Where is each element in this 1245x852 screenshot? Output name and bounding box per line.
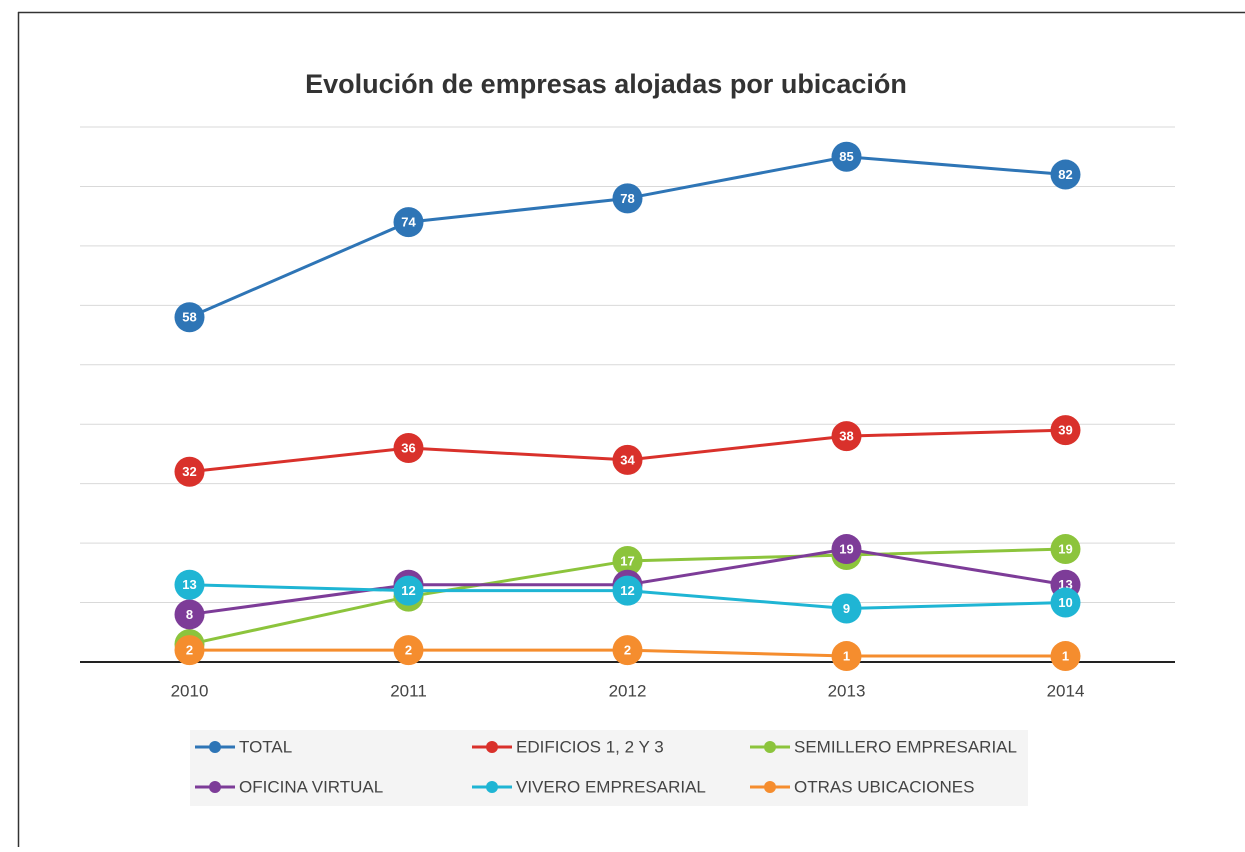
data-label: 36 xyxy=(401,440,415,455)
data-label: 85 xyxy=(839,149,853,164)
data-label: 13 xyxy=(182,577,196,592)
x-tick-label: 2011 xyxy=(390,681,427,700)
point-marker xyxy=(393,635,424,666)
point-marker xyxy=(612,183,643,214)
point-marker xyxy=(393,575,424,606)
data-label: 74 xyxy=(401,215,416,230)
x-tick-label: 2013 xyxy=(828,681,866,700)
point-marker xyxy=(831,141,862,172)
point-marker xyxy=(612,635,643,666)
data-label: 12 xyxy=(401,583,415,598)
data-label: 1 xyxy=(843,648,850,663)
point-marker xyxy=(174,599,205,630)
data-label: 19 xyxy=(1058,541,1072,556)
point-marker xyxy=(1050,534,1081,565)
data-label: 1 xyxy=(1062,648,1069,663)
data-label: 9 xyxy=(843,601,850,616)
point-marker xyxy=(831,534,862,565)
legend-label: VIVERO EMPRESARIAL xyxy=(516,777,706,796)
x-tick-label: 2012 xyxy=(609,681,647,700)
legend-swatch xyxy=(209,741,221,753)
point-marker xyxy=(612,444,643,475)
point-marker xyxy=(1050,415,1081,446)
point-marker xyxy=(1050,587,1081,618)
legend-swatch xyxy=(209,781,221,793)
legend-label: EDIFICIOS 1, 2 Y 3 xyxy=(516,737,664,756)
data-label: 2 xyxy=(186,643,193,658)
legend-swatch xyxy=(764,741,776,753)
legend-swatch xyxy=(486,781,498,793)
point-marker xyxy=(174,569,205,600)
legend-label: TOTAL xyxy=(239,737,292,756)
data-label: 17 xyxy=(620,553,634,568)
data-label: 39 xyxy=(1058,423,1072,438)
legend-swatch xyxy=(486,741,498,753)
data-label: 2 xyxy=(624,643,631,658)
point-marker xyxy=(393,207,424,238)
point-marker xyxy=(612,575,643,606)
legend-label: SEMILLERO EMPRESARIAL xyxy=(794,737,1017,756)
data-label: 12 xyxy=(620,583,634,598)
point-marker xyxy=(831,421,862,452)
point-marker xyxy=(393,433,424,463)
data-label: 78 xyxy=(620,191,634,206)
point-marker xyxy=(174,635,205,666)
legend-label: OFICINA VIRTUAL xyxy=(239,777,383,796)
legend-label: OTRAS UBICACIONES xyxy=(794,777,974,796)
point-marker xyxy=(831,593,862,624)
data-label: 10 xyxy=(1058,595,1072,610)
x-tick-label: 2010 xyxy=(171,681,209,700)
point-marker xyxy=(174,456,205,487)
point-marker xyxy=(612,545,643,576)
point-marker xyxy=(1050,641,1081,672)
data-label: 2 xyxy=(405,643,412,658)
data-label: 32 xyxy=(182,464,196,479)
data-label: 8 xyxy=(186,607,193,622)
legend-background xyxy=(190,730,1028,806)
data-label: 58 xyxy=(182,310,196,325)
data-label: 34 xyxy=(620,452,635,467)
point-marker xyxy=(831,641,862,672)
point-marker xyxy=(174,302,205,333)
data-label: 82 xyxy=(1058,167,1072,182)
legend-swatch xyxy=(764,781,776,793)
x-tick-label: 2014 xyxy=(1047,681,1085,700)
point-marker xyxy=(1050,159,1081,190)
series-line xyxy=(188,155,1066,319)
data-label: 38 xyxy=(839,429,853,444)
chart-title: Evolución de empresas alojadas por ubica… xyxy=(305,69,907,99)
data-label: 19 xyxy=(839,541,853,556)
